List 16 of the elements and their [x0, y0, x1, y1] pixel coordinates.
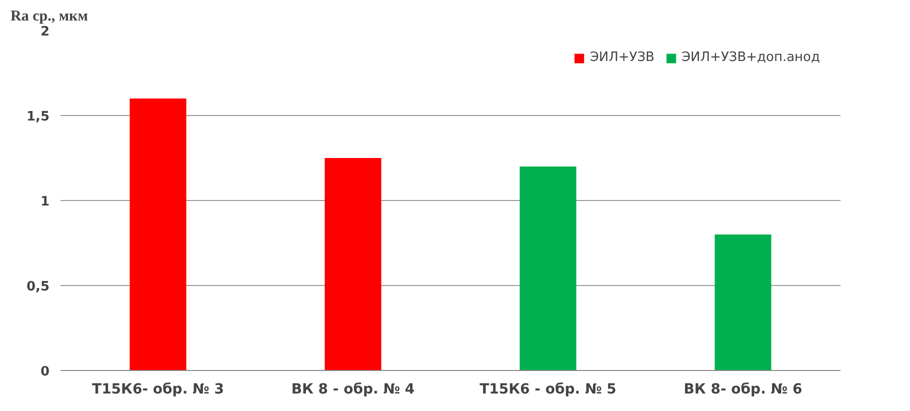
legend-label: ЭИЛ+УЗВ [590, 50, 654, 65]
y-tick-label: 0,5 [26, 280, 50, 294]
bar [324, 158, 382, 370]
x-tick-label: ВК 8 - обр. № 4 [291, 382, 415, 398]
bar [130, 98, 186, 370]
x-tick-label: Т15К6 - обр. № 5 [480, 382, 616, 398]
y-axis-title: Ra ср., мкм [10, 8, 88, 24]
x-tick-label: ВК 8- обр. № 6 [684, 382, 802, 398]
y-tick-label: 1,5 [26, 110, 50, 124]
y-tick-label: 0 [40, 364, 50, 380]
bar [520, 166, 576, 370]
x-tick-label: Т15К6- обр. № 3 [92, 382, 224, 398]
legend-label: ЭИЛ+УЗВ+доп.анод [681, 50, 820, 65]
y-tick-label: 2 [40, 24, 50, 40]
bar [714, 234, 772, 370]
y-tick-label: 1 [40, 194, 50, 210]
